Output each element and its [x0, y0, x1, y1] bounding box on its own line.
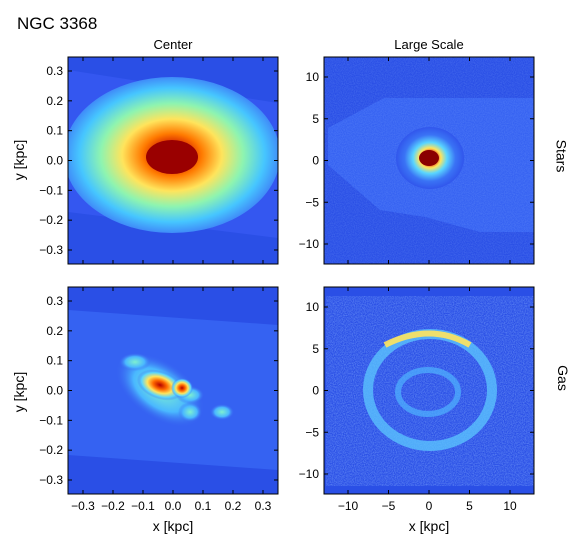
y-tick-label: 0.3 [46, 64, 63, 78]
y-tick-label: 5 [312, 342, 319, 356]
inner-gas-ring [395, 367, 461, 417]
y-tick-label: 0.1 [46, 124, 63, 138]
axis-ticks: 0.3 0.2 0.1 0.0 −0.1 −0.2 −0.3 10 5 0 −5 −10 0.3 0.2 0… [39, 57, 534, 513]
gas-clump [119, 353, 151, 371]
x-tick-label: −0.1 [131, 499, 155, 513]
x-tick-label: −0.3 [71, 499, 95, 513]
y-tick-label: −0.2 [39, 443, 63, 457]
panel-stars-center [67, 56, 279, 265]
x-tick-label: 10 [503, 499, 517, 513]
y-tick-label: 10 [306, 300, 320, 314]
x-tick-label: 0.2 [225, 499, 242, 513]
y-tick-label: 0.3 [46, 294, 63, 308]
x-tick-label: −0.2 [101, 499, 125, 513]
y-tick-label: −0.1 [39, 183, 63, 197]
y-tick-label: 0 [312, 384, 319, 398]
x-tick-label: 0 [426, 499, 433, 513]
y-tick-label: 0.2 [46, 94, 63, 108]
x-tick-label: 5 [466, 499, 473, 513]
gas-peak-emission [171, 378, 193, 398]
y-axis-label-bottom: y [kpc] [11, 372, 27, 412]
column-title-center: Center [153, 37, 193, 52]
gas-clump [210, 404, 234, 420]
figure-title: NGC 3368 [17, 14, 98, 33]
y-tick-label: −5 [305, 195, 319, 209]
noise-texture [326, 296, 534, 486]
y-tick-label: 0.2 [46, 324, 63, 338]
x-axis-label-center: x [kpc] [153, 518, 193, 534]
x-tick-label: 0.3 [255, 499, 272, 513]
y-tick-label: −0.1 [39, 413, 63, 427]
gas-clump [178, 402, 202, 422]
y-tick-label: 0.0 [46, 384, 63, 398]
y-tick-label: 10 [306, 70, 320, 84]
column-title-large-scale: Large Scale [394, 37, 464, 52]
panel-stars-large [323, 56, 535, 265]
y-tick-label: 5 [312, 112, 319, 126]
y-tick-label: 0.1 [46, 354, 63, 368]
stellar-core [419, 150, 439, 166]
y-tick-label: −0.3 [39, 473, 63, 487]
x-tick-label: −10 [338, 499, 359, 513]
x-axis-label-large: x [kpc] [409, 518, 449, 534]
y-tick-label: −10 [299, 467, 320, 481]
y-tick-label: 0.0 [46, 154, 63, 168]
y-tick-label: −10 [299, 237, 320, 251]
x-tick-label: −5 [382, 499, 396, 513]
y-tick-label: −0.3 [39, 243, 63, 257]
y-tick-label: −0.2 [39, 213, 63, 227]
panel-gas-center [67, 286, 279, 495]
stellar-core [146, 140, 198, 174]
gas-peak-emission [136, 369, 184, 401]
panel-gas-large [323, 286, 535, 495]
x-tick-label: 0.1 [195, 499, 212, 513]
y-tick-label: −5 [305, 425, 319, 439]
y-tick-label: 0 [312, 154, 319, 168]
y-axis-label-top: y [kpc] [11, 140, 27, 180]
x-tick-label: 0.0 [165, 499, 182, 513]
ring-bright-arc [383, 330, 472, 348]
